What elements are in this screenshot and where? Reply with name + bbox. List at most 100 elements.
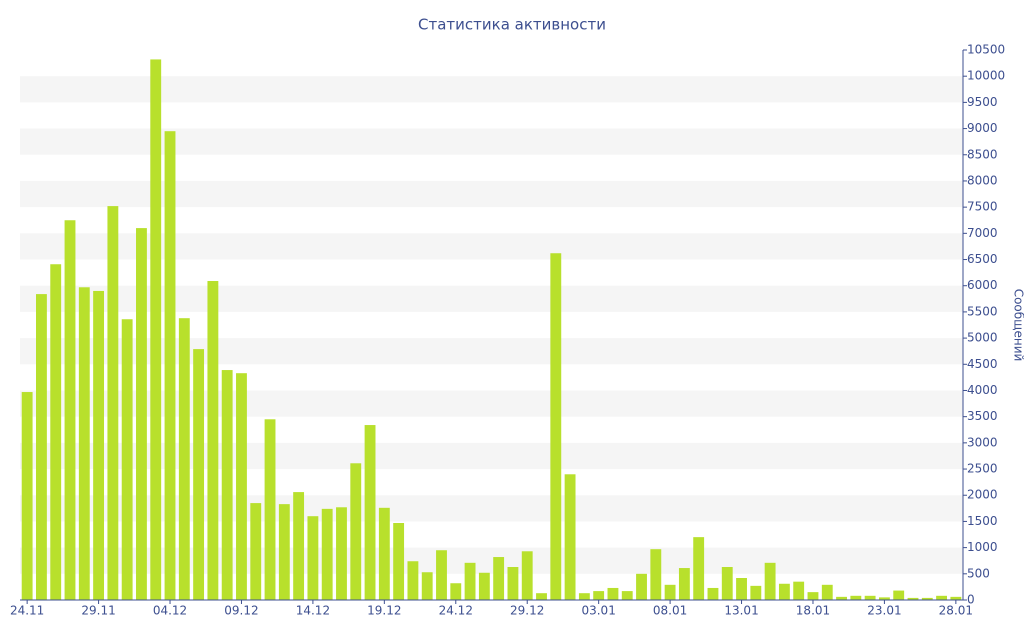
y-tick-label: 3500 [967,409,998,423]
bar [421,572,433,600]
bar [493,557,505,600]
y-tick-label: 5000 [967,331,998,345]
y-axis-label: Сообщений [1012,289,1024,362]
bar [50,264,62,600]
bar [307,516,319,600]
bar [621,591,633,600]
x-tick-label: 24.12 [439,604,473,618]
bar [807,592,819,600]
bar [878,597,890,600]
bar [664,584,676,600]
bar [150,59,162,600]
bar [907,597,919,600]
y-tick-label: 1000 [967,540,998,554]
y-tick-label: 5500 [967,304,998,318]
y-tick-label: 4000 [967,383,998,397]
bar [678,568,690,600]
y-tick-label: 1500 [967,514,998,528]
y-tick-label: 2500 [967,462,998,476]
bar [521,551,533,600]
bar [950,596,962,600]
bar [450,583,462,600]
bar [64,220,76,600]
y-tick-label: 10500 [967,43,1005,57]
y-tick-label: 2000 [967,488,998,502]
bar [293,492,305,600]
bar [78,287,90,600]
x-tick-label: 29.11 [81,604,115,618]
y-tick-label: 6500 [967,252,998,266]
chart-title: Статистика активности [418,16,606,34]
y-tick-label: 4500 [967,357,998,371]
x-tick-label: 28.01 [939,604,973,618]
bar [321,508,333,600]
y-tick-label: 8500 [967,147,998,161]
grid-stripe [20,180,963,208]
bar [464,562,476,600]
x-tick-label: 09.12 [224,604,258,618]
bar [207,281,219,600]
grid-stripe [20,76,963,103]
grid-stripe [20,285,963,312]
bar [893,590,905,600]
bar [650,549,662,600]
x-tick-label: 14.12 [296,604,330,618]
bar [221,370,233,600]
bar [21,392,33,600]
grid-stripe [20,390,963,417]
bar [564,474,576,600]
x-tick-label: 19.12 [367,604,401,618]
bar [707,587,719,600]
bar [278,504,290,600]
bar [693,537,705,600]
bar [536,593,547,600]
bar [364,425,376,600]
bar [107,206,119,600]
x-tick-label: 04.12 [153,604,187,618]
y-tick-label: 9000 [967,121,998,135]
y-tick-label: 9500 [967,95,998,109]
y-tick-label: 3000 [967,435,998,449]
y-tick-label: 7000 [967,226,998,240]
bar [750,585,762,600]
grid-stripe [20,547,963,574]
bar [736,578,747,600]
bar [764,562,776,600]
bar [136,228,147,600]
bar [407,561,419,600]
bar [393,523,405,600]
bar [193,349,205,600]
x-tick-label: 03.01 [581,604,615,618]
y-tick-label: 8000 [967,173,998,187]
bar [93,290,105,600]
bar [593,591,605,600]
bar [550,253,562,600]
bar [721,567,733,600]
x-tick-label: 18.01 [796,604,830,618]
bar [936,595,947,600]
bar [250,503,262,600]
y-tick-label: 6000 [967,278,998,292]
y-tick-label: 500 [967,566,990,580]
bar [836,596,847,600]
bar [350,463,362,600]
bar [607,587,619,600]
grid-stripe [20,233,963,260]
bar [378,507,390,600]
bar [164,131,176,600]
bar [850,595,862,600]
bar [436,550,447,600]
x-tick-label: 08.01 [653,604,687,618]
bar [578,593,590,600]
y-tick-label: 7500 [967,200,998,214]
bar [821,584,833,600]
grid-stripe [20,338,963,365]
bar [507,567,519,600]
bar [336,507,347,600]
bar [236,373,247,600]
y-tick-label: 10000 [967,69,1005,83]
y-tick-label: 0 [967,593,975,607]
x-tick-label: 24.11 [10,604,44,618]
bar [864,595,876,600]
